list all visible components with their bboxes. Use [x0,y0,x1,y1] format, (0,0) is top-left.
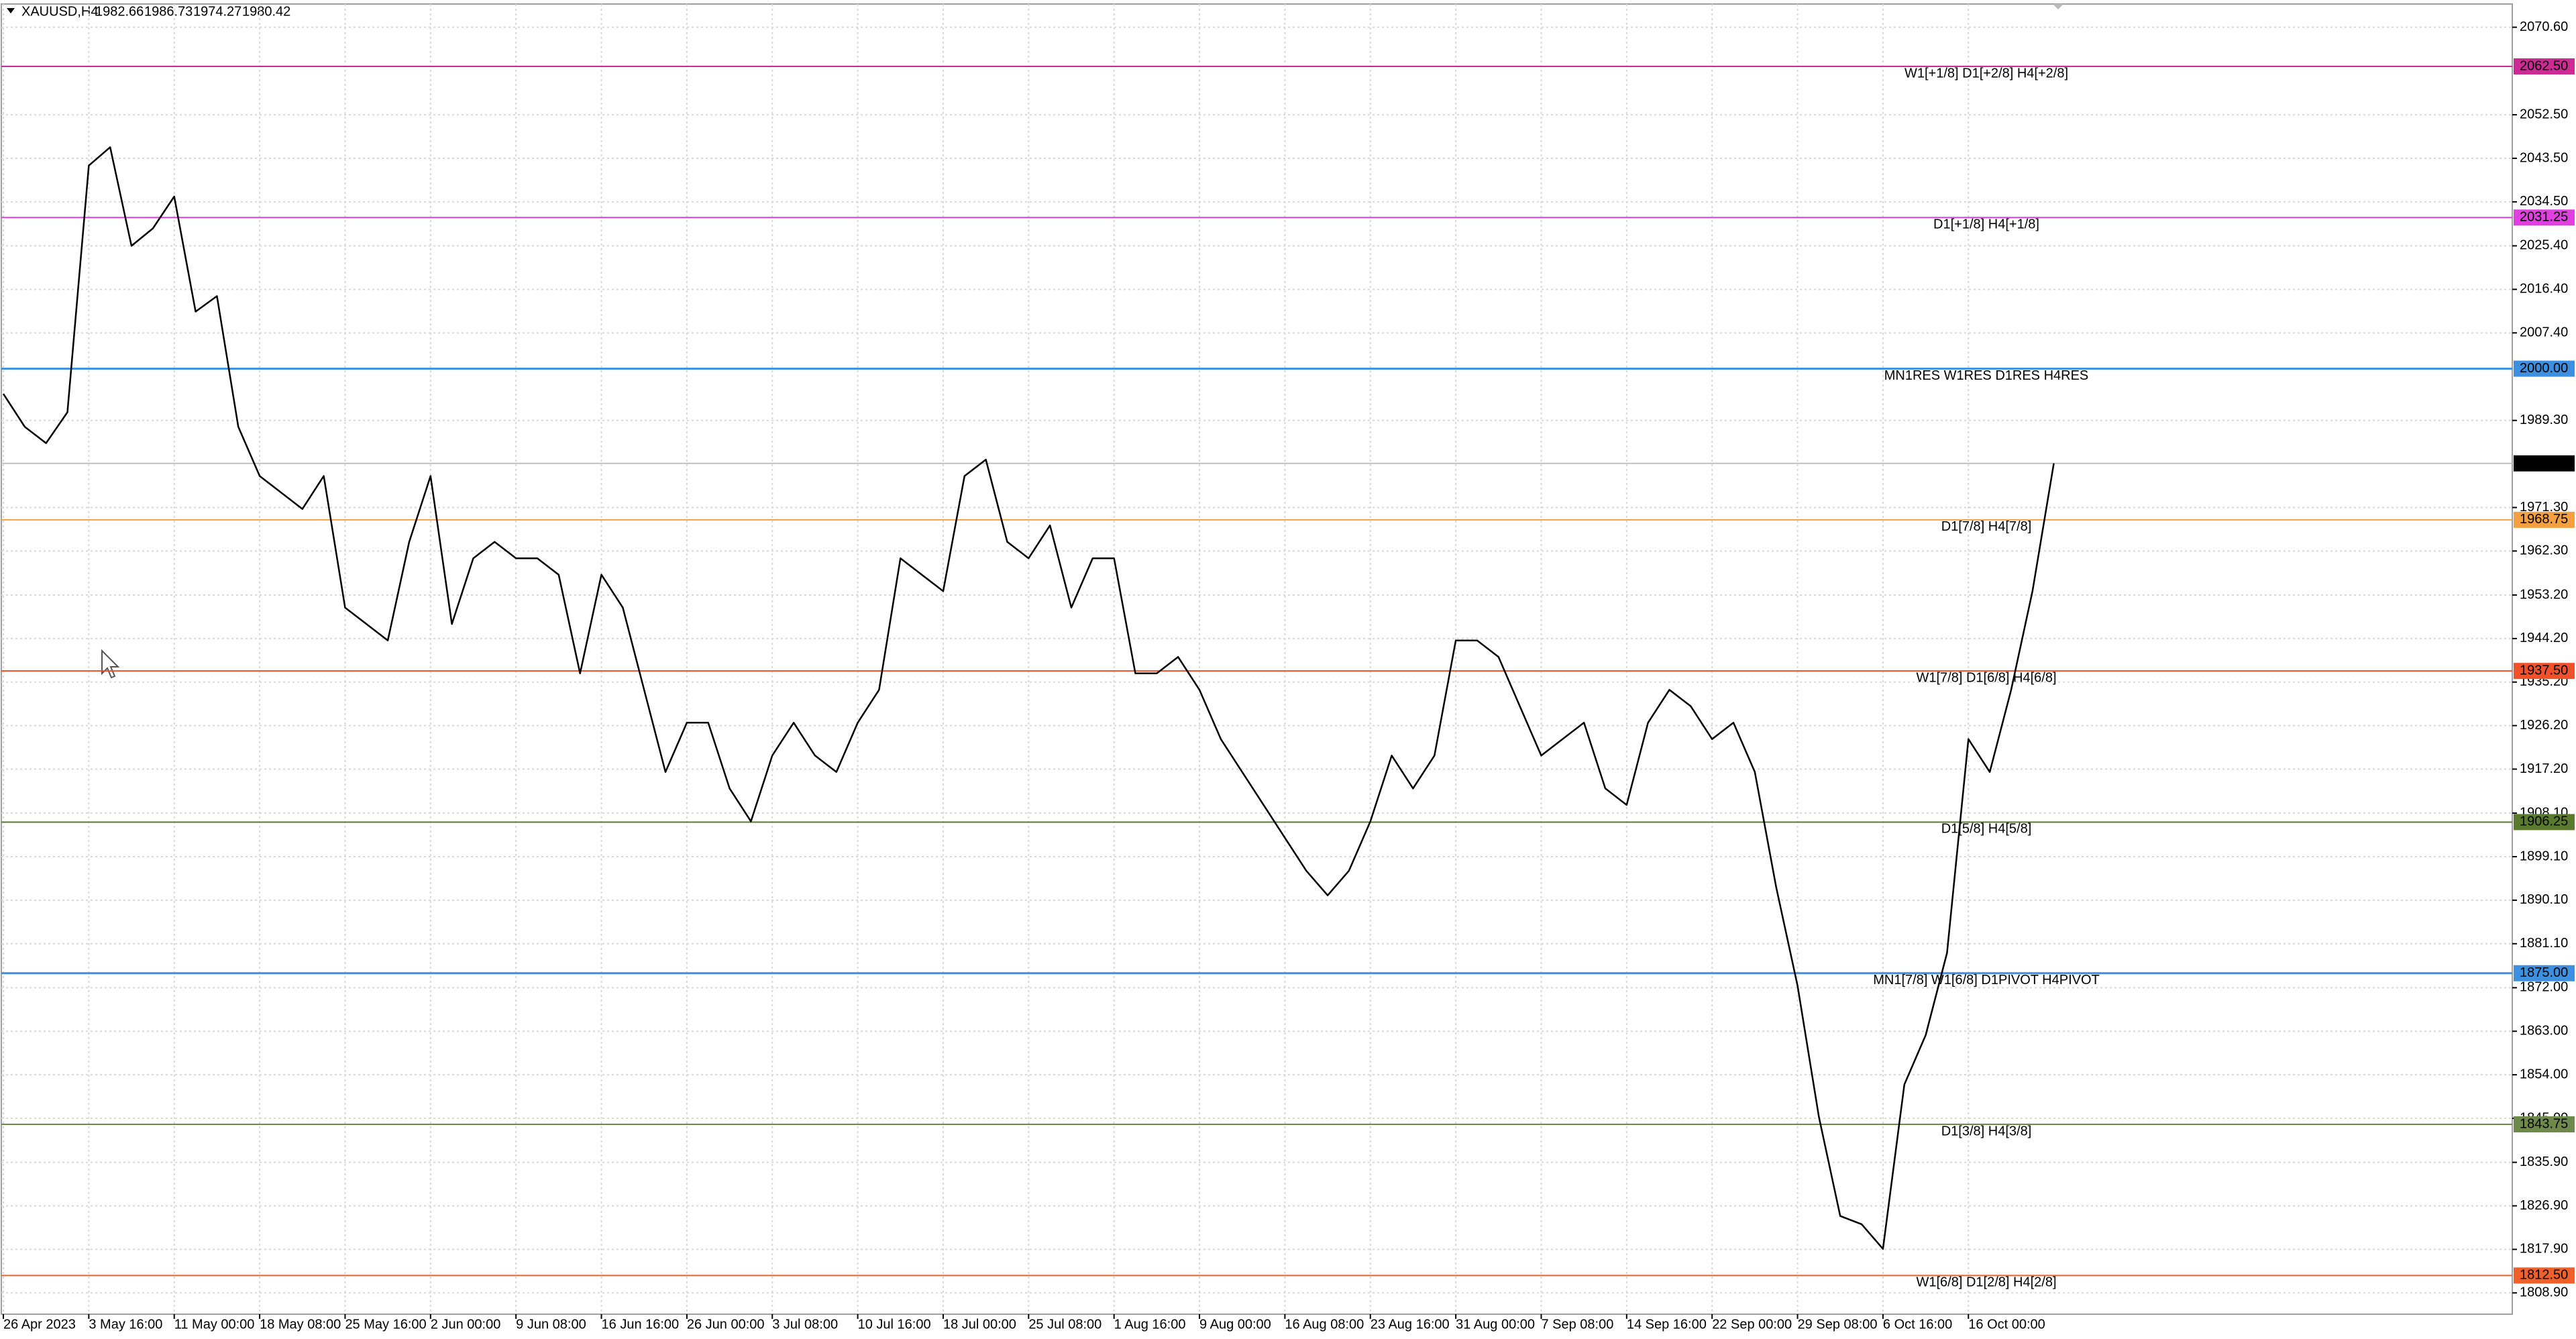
y-tick-label: 2070.60 [2520,19,2568,34]
level-label: W1[6/8] D1[2/8] H4[2/8] [1917,1275,2057,1290]
level-price-box [2514,814,2575,831]
x-tick-label: 2 Jun 00:00 [431,1317,501,1332]
x-tick-label: 7 Sep 08:00 [1541,1317,1613,1332]
x-tick-label: 10 Jul 16:00 [858,1317,931,1332]
y-tick-label: 1881.10 [2520,936,2568,951]
level-price-label: 1812.50 [2520,1268,2568,1283]
x-tick-label: 3 Jul 08:00 [772,1317,838,1332]
level-price-box [2514,360,2575,377]
mouse-cursor [101,649,120,679]
x-tick-label: 16 Aug 08:00 [1285,1317,1364,1332]
x-tick-label: 16 Jun 16:00 [602,1317,680,1332]
level-price-label: 2000.00 [2520,361,2568,376]
x-tick-label: 9 Jun 08:00 [516,1317,586,1332]
y-tick-label: 1962.30 [2520,543,2568,558]
level-price-label: 1937.50 [2520,663,2568,678]
x-tick-label: 22 Sep 00:00 [1712,1317,1792,1332]
current-price-label: 1980.42 [2520,456,2568,470]
y-tick-label: 1926.20 [2520,718,2568,733]
y-tick-label: 2007.40 [2520,325,2568,340]
open: 1982.66 [95,4,144,19]
x-tick-label: 18 May 08:00 [260,1317,341,1332]
level-price-label: 1875.00 [2520,965,2568,980]
x-tick-label: 6 Oct 16:00 [1883,1317,1952,1332]
y-tick-label: 1826.90 [2520,1198,2568,1213]
level-label: MN1[7/8] W1[6/8] D1PIVOT H4PIVOT [1873,973,2100,987]
level-price-box [2514,1267,2575,1284]
x-tick-label: 14 Sep 16:00 [1627,1317,1707,1332]
y-tick-label: 1899.10 [2520,849,2568,863]
level-price-label: 1968.75 [2520,512,2568,527]
x-tick-label: 16 Oct 00:00 [1968,1317,2045,1332]
y-tick-label: 1917.20 [2520,761,2568,776]
level-price-label: 2031.25 [2520,210,2568,225]
y-tick-label: 2025.40 [2520,238,2568,253]
price-line [2,146,2055,1250]
x-tick-label: 11 May 00:00 [174,1317,255,1332]
y-tick-label: 2034.50 [2520,194,2568,209]
level-price-label: 1843.75 [2520,1116,2568,1131]
close: 1980.42 [242,4,290,19]
y-tick-label: 1890.10 [2520,892,2568,907]
x-tick-label: 9 Aug 00:00 [1199,1317,1271,1332]
y-tick-label: 1953.20 [2520,587,2568,602]
y-tick-label: 1863.00 [2520,1024,2568,1038]
level-price-label: 2062.50 [2520,58,2568,73]
y-tick-label: 2016.40 [2520,282,2568,297]
level-price-box [2514,663,2575,680]
level-price-box [2514,965,2575,981]
x-tick-label: 29 Sep 08:00 [1798,1317,1878,1332]
level-price-box [2514,58,2575,74]
level-label: D1[7/8] H4[7/8] [1941,519,2032,534]
level-label: W1[+1/8] D1[+2/8] H4[+2/8] [1904,66,2068,81]
y-tick-label: 1872.00 [2520,980,2568,995]
x-tick-label: 23 Aug 16:00 [1371,1317,1450,1332]
level-price-box [2514,1116,2575,1133]
y-tick-label: 1971.30 [2520,500,2568,515]
x-tick-label: 26 Jun 00:00 [687,1317,765,1332]
level-label: D1[3/8] H4[3/8] [1941,1124,2032,1138]
level-label: MN1RES W1RES D1RES H4RES [1884,368,2089,383]
menu-arrow[interactable] [7,8,15,13]
y-tick-label: 2052.50 [2520,107,2568,121]
x-tick-label: 3 May 16:00 [89,1317,162,1332]
x-tick-label: 25 May 16:00 [345,1317,426,1332]
y-tick-label: 1854.00 [2520,1067,2568,1081]
shift-marker [2053,4,2063,9]
y-tick-label: 1835.90 [2520,1155,2568,1169]
x-tick-label: 31 Aug 00:00 [1456,1317,1535,1332]
x-tick-label: 18 Jul 00:00 [943,1317,1016,1332]
current-price-box [2514,455,2575,472]
symbol: XAUUSD,H4 [21,4,98,19]
x-tick-label: 1 Aug 16:00 [1114,1317,1186,1332]
y-tick-label: 2043.50 [2520,150,2568,165]
y-tick-label: 1989.30 [2520,413,2568,427]
x-tick-label: 26 Apr 2023 [3,1317,76,1332]
plot-frame [1,3,2513,1315]
low: 1974.27 [193,4,241,19]
level-price-box [2514,209,2575,226]
level-label: D1[+1/8] H4[+1/8] [1933,217,2039,232]
level-label: D1[5/8] H4[5/8] [1941,822,2032,837]
level-label: W1[7/8] D1[6/8] H4[6/8] [1917,670,2057,685]
y-tick-label: 1944.20 [2520,631,2568,645]
level-price-box [2514,511,2575,528]
y-tick-label: 1817.90 [2520,1242,2568,1256]
high: 1986.73 [144,4,193,19]
y-tick-label: 1808.90 [2520,1285,2568,1300]
x-tick-label: 25 Jul 08:00 [1028,1317,1102,1332]
level-price-label: 1906.25 [2520,814,2568,829]
